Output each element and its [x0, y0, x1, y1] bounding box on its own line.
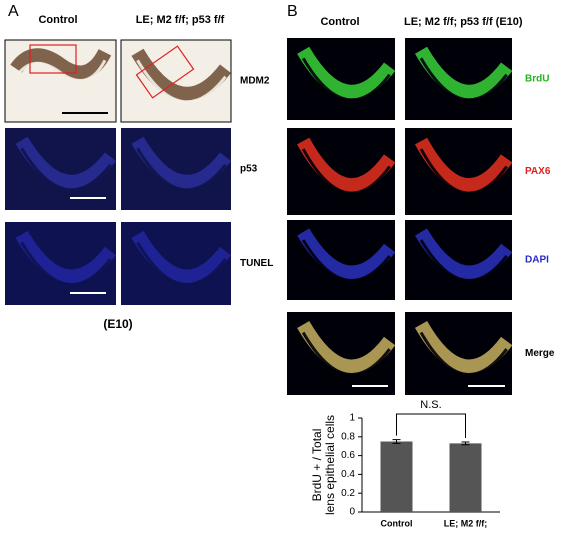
tissue-lumen — [419, 331, 508, 376]
tissue-lumen — [136, 59, 227, 104]
panel-label: A — [8, 3, 19, 20]
x-tick-label: LE; M2 f/f; — [444, 518, 488, 528]
column-header: Control — [320, 16, 359, 28]
tissue-lumen — [136, 241, 227, 286]
tissue — [414, 137, 513, 193]
tissue-lumen — [301, 331, 391, 376]
tissue-lumen — [419, 239, 508, 282]
tissue-lumen — [301, 239, 391, 282]
tissue-lumen — [301, 57, 391, 102]
tissue — [131, 230, 232, 284]
tissue — [15, 230, 117, 284]
tissue — [414, 320, 513, 374]
column-header: LE; M2 f/f; p53 f/f — [136, 14, 225, 26]
footer: (E10) — [103, 317, 132, 331]
row-label: MDM2 — [240, 76, 270, 87]
y-tick-label: 0.8 — [341, 431, 355, 442]
tissue-lumen — [301, 148, 391, 195]
y-tick-label: 0.2 — [341, 488, 355, 499]
tissue — [414, 46, 513, 99]
row-label: TUNEL — [240, 258, 273, 269]
tissue — [415, 228, 513, 280]
row-label: p53 — [240, 164, 258, 175]
x-tick-label: Control — [381, 518, 413, 528]
row-label: DAPI — [525, 255, 549, 266]
y-tick-label: 1 — [349, 413, 355, 424]
row-label: BrdU — [525, 74, 549, 85]
column-header: LE; M2 f/f; p53 f/f (E10) — [404, 16, 523, 28]
bar — [380, 441, 413, 512]
highlight-box — [29, 44, 77, 74]
tissue — [131, 136, 232, 189]
tissue-lumen — [20, 241, 112, 286]
row-label: Merge — [525, 348, 555, 359]
panel-label: B — [287, 3, 298, 20]
tissue — [297, 137, 396, 193]
tissue-lumen — [419, 57, 508, 102]
tissue — [15, 136, 116, 189]
tissue — [297, 46, 396, 99]
tissue — [297, 320, 396, 374]
y-axis-label: BrdU + / Total — [310, 429, 324, 502]
tissue — [297, 228, 396, 280]
column-header: Control — [38, 14, 77, 26]
error-bar — [461, 441, 470, 446]
highlight-box — [135, 45, 195, 99]
annotation: N.S. — [420, 399, 441, 411]
bar — [449, 443, 482, 512]
tissue — [10, 48, 112, 80]
row-label: PAX6 — [525, 166, 551, 177]
tissue-lumen — [20, 147, 112, 192]
y-axis-label: lens epithelial cells — [323, 415, 337, 515]
y-tick-label: 0.4 — [341, 469, 355, 480]
y-tick-label: 0.6 — [341, 450, 355, 461]
tissue-lumen — [419, 148, 508, 195]
tissue-lumen — [136, 147, 227, 192]
y-tick-label: 0 — [349, 507, 355, 518]
significance-bracket — [396, 413, 466, 438]
error-bar — [392, 439, 401, 444]
